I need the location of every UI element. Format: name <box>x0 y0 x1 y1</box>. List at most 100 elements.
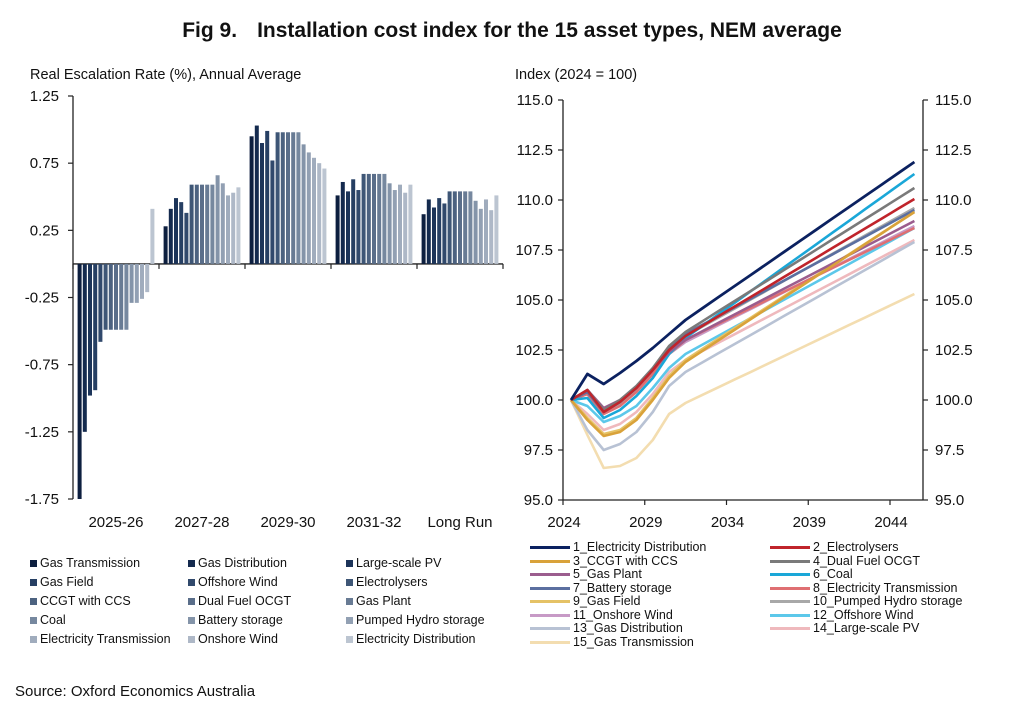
line-legend-item: 5_Gas Plant <box>530 567 770 582</box>
series-line-3 <box>569 210 916 438</box>
legend-label: 15_Gas Transmission <box>573 634 694 649</box>
bar <box>210 184 215 264</box>
legend-label: CCGT with CCS <box>40 594 131 608</box>
bar <box>494 195 499 264</box>
legend-label: Coal <box>40 613 66 627</box>
legend-line-swatch <box>530 559 570 563</box>
line-left-y-tick-label: 110.0 <box>517 192 553 209</box>
line-legend-item: 3_CCGT with CCS <box>530 553 770 569</box>
line-legend-item: 11_Onshore Wind <box>530 608 770 623</box>
bar <box>236 187 241 264</box>
bar <box>392 190 397 264</box>
bar <box>134 263 139 303</box>
bar-legend-item: Electrolysers <box>346 573 516 591</box>
legend-swatch <box>346 597 353 605</box>
line-right-y-tick-label: 115.0 <box>935 92 971 109</box>
legend-label: Gas Plant <box>356 594 411 608</box>
bar <box>124 263 129 330</box>
series-line-15 <box>569 292 915 470</box>
bar <box>286 132 290 264</box>
legend-swatch <box>188 597 195 605</box>
bar <box>398 184 402 264</box>
line-left-y-tick-label: 107.5 <box>515 242 553 259</box>
legend-line-swatch <box>530 600 570 604</box>
bar-legend-item: Coal <box>30 611 188 629</box>
bar <box>291 132 296 264</box>
bar-x-tick-label: 2029-30 <box>260 514 315 531</box>
bar <box>77 263 82 499</box>
line-legend-item: 1_Electricity Distribution <box>530 540 770 555</box>
legend-label: 3_CCGT with CCS <box>573 553 678 568</box>
bar <box>140 263 144 299</box>
line-right-y-tick-label: 102.5 <box>935 342 973 359</box>
figure-title-text: Installation cost index for the 15 asset… <box>257 19 842 42</box>
bar <box>226 195 230 264</box>
bar-y-tick-label: 0.25 <box>30 222 59 239</box>
line-x-tick-label: 2024 <box>547 514 580 531</box>
legend-line-swatch <box>770 573 810 577</box>
legend-line-swatch <box>770 613 810 617</box>
bar-legend-item: Pumped Hydro storage <box>346 611 516 629</box>
bar-legend-item: CCGT with CCS <box>30 592 188 610</box>
bar-legend-item: Large-scale PV <box>346 554 516 572</box>
bar <box>340 181 345 264</box>
bar <box>88 263 92 396</box>
bar <box>489 210 494 264</box>
bar <box>468 191 473 264</box>
bar <box>478 208 483 264</box>
bar <box>335 195 340 264</box>
bar <box>452 191 457 264</box>
legend-swatch <box>30 578 37 586</box>
bar <box>442 203 447 264</box>
legend-label: 8_Electricity Transmission <box>813 580 958 595</box>
bar <box>150 208 155 264</box>
legend-label: 10_Pumped Hydro storage <box>813 594 963 608</box>
bar-y-tick-label: -0.75 <box>25 357 59 374</box>
legend-swatch <box>30 635 37 643</box>
line-legend-item: 13_Gas Distribution <box>530 621 770 636</box>
bar-legend-item: Offshore Wind <box>188 573 346 591</box>
series-line-1 <box>569 160 916 401</box>
legend-line-swatch <box>530 627 570 631</box>
legend-label: Gas Transmission <box>40 556 141 570</box>
bar <box>484 199 488 264</box>
bar <box>249 136 254 264</box>
bar <box>296 132 301 264</box>
bar-x-tick-label: Long Run <box>427 514 492 531</box>
legend-label: 7_Battery storage <box>573 580 672 595</box>
line-left-y-tick-label: 100.0 <box>515 392 553 409</box>
legend-swatch <box>188 616 195 624</box>
bar <box>98 263 103 342</box>
line-left-y-tick-label: 112.5 <box>517 142 553 159</box>
legend-label: 14_Large-scale PV <box>813 621 920 635</box>
line-legend-item: 7_Battery storage <box>530 580 770 596</box>
legend-swatch <box>188 559 195 567</box>
legend-label: Dual Fuel OCGT <box>198 594 292 608</box>
line-x-tick-label: 2034 <box>711 514 744 531</box>
legend-swatch <box>188 635 195 643</box>
bar-legend-item: Onshore Wind <box>188 630 346 648</box>
bar <box>403 192 408 264</box>
legend-line-swatch <box>770 559 810 563</box>
series-line-4 <box>570 186 916 412</box>
line-left-y-tick-label: 95.0 <box>524 492 553 509</box>
line-right-y-tick-label: 100.0 <box>935 392 973 409</box>
bar <box>366 173 371 264</box>
figure-number: Fig 9. <box>182 19 238 42</box>
bar <box>215 175 220 264</box>
legend-label: 13_Gas Distribution <box>573 621 683 635</box>
legend-line-swatch <box>770 627 810 631</box>
bar <box>346 191 350 264</box>
bar-legend-item: Dual Fuel OCGT <box>188 592 346 610</box>
bar <box>361 173 366 264</box>
legend-label: 6_Coal <box>813 567 853 581</box>
bar <box>351 179 356 264</box>
line-legend-item: 14_Large-scale PV <box>770 621 1010 636</box>
bar <box>432 207 436 264</box>
line-left-y-tick-label: 102.5 <box>515 342 553 359</box>
bar-chart-legend: Gas Transmission Gas Distribution Large-sc… <box>30 554 516 648</box>
legend-swatch <box>346 559 353 567</box>
bar <box>270 160 275 264</box>
bar-legend-item: Gas Field <box>30 573 188 591</box>
bar <box>377 173 382 264</box>
